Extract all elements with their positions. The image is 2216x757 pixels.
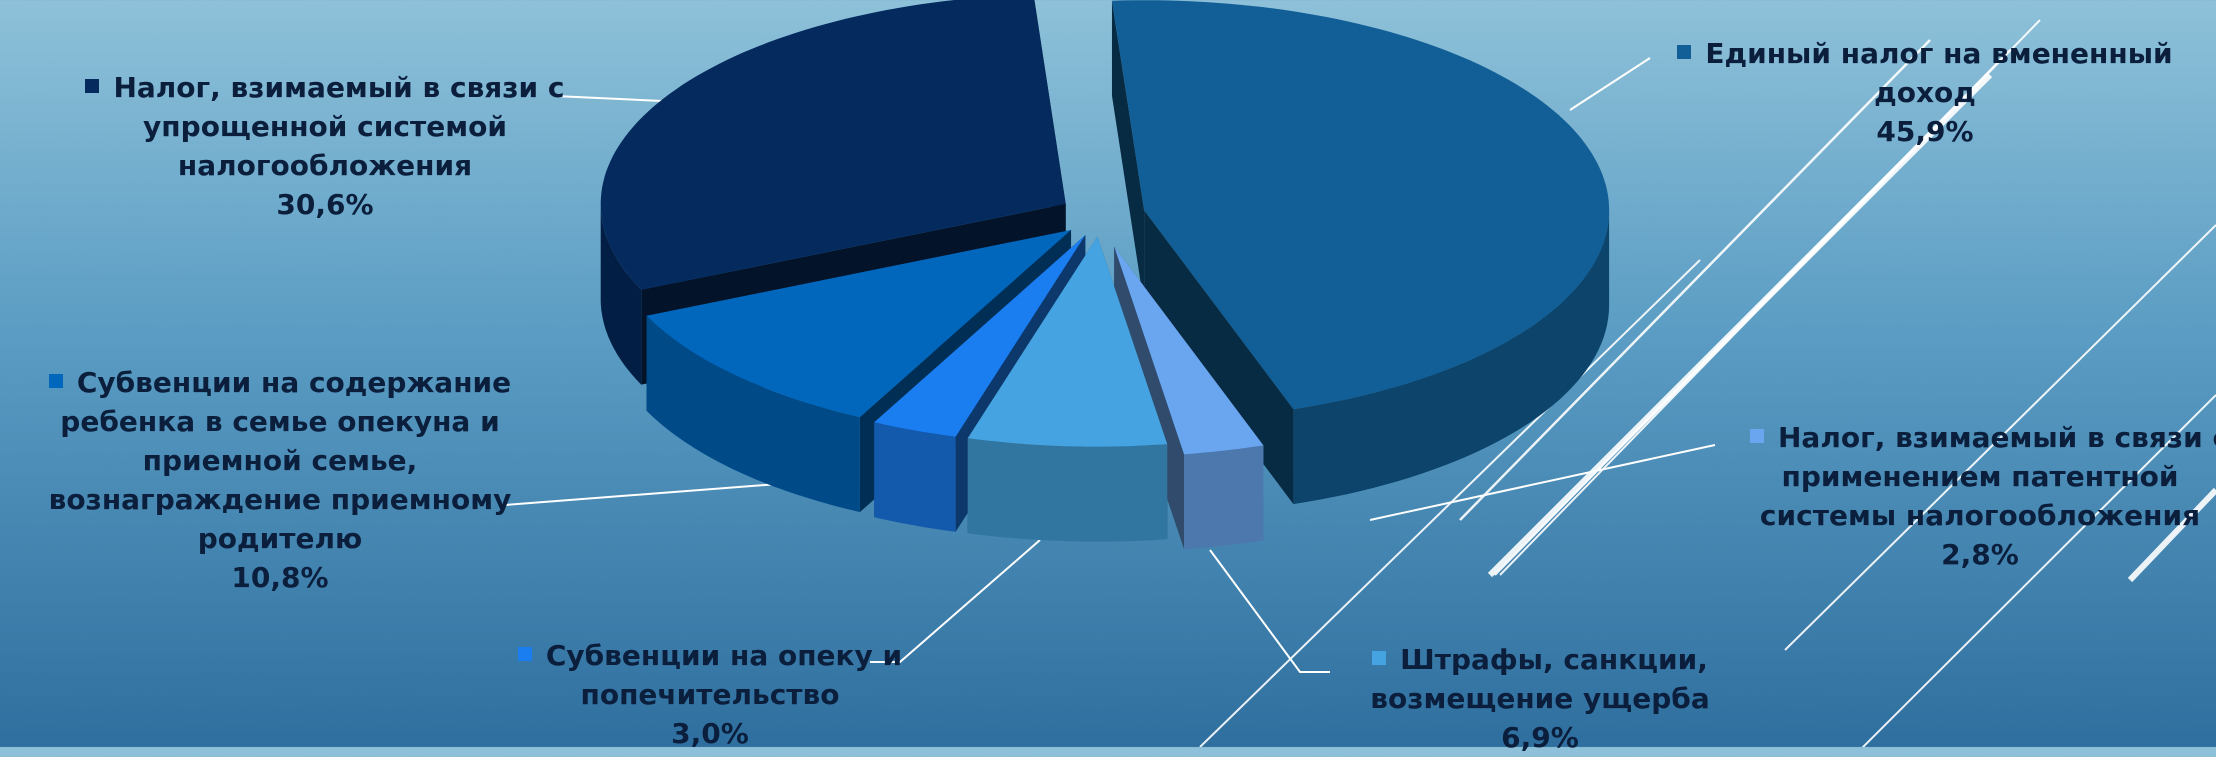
legend-swatch bbox=[48, 374, 63, 388]
slice-label-line: доход bbox=[1665, 73, 2185, 112]
decorative-line bbox=[1459, 39, 1931, 521]
slice-label-line: Единый налог на вмененный bbox=[1665, 34, 2185, 73]
slice-label-text: возмещение ущерба bbox=[1370, 682, 1710, 715]
decorative-line bbox=[2127, 487, 2216, 583]
decorative-line bbox=[1784, 224, 2216, 651]
slice-label-line: применением патентной bbox=[1750, 457, 2210, 496]
slice-label-line: вознаграждение приемному bbox=[10, 480, 550, 519]
slice-value-label: 45,9% bbox=[1876, 115, 1974, 148]
pie-slice bbox=[1111, 0, 1610, 505]
slice-label-text: ребенка в семье опекуна и bbox=[60, 405, 500, 438]
slice-label-text: Налог, взимаемый в связи с bbox=[1778, 421, 2216, 454]
slice-label-text: вознаграждение приемному bbox=[48, 483, 512, 516]
slice-label-line: возмещение ущерба bbox=[1330, 679, 1750, 718]
slice-value-label: 6,9% bbox=[1501, 721, 1579, 754]
slice-label-text: Субвенции на содержание bbox=[76, 366, 512, 399]
slice-label: Единый налог на вмененный доход 45,9% bbox=[1665, 34, 2185, 151]
slice-label-line: Штрафы, санкции, bbox=[1330, 640, 1750, 679]
slice-label-line: родителю bbox=[10, 519, 550, 558]
leader-line bbox=[1209, 549, 1330, 673]
slice-label: Налог, взимаемый в связи с применением па… bbox=[1750, 418, 2216, 574]
leader-line bbox=[1569, 57, 1651, 111]
slice-label-text: родителю bbox=[197, 522, 363, 555]
slice-label: Штрафы, санкции, возмещение ущерба 6,9% bbox=[1330, 640, 1750, 757]
decorative-diagonal-lines bbox=[1199, 19, 2216, 747]
pie-slice bbox=[967, 236, 1168, 542]
pie-slices bbox=[600, 0, 1610, 550]
slice-value-label: 2,8% bbox=[1941, 538, 2019, 571]
legend-swatch bbox=[85, 79, 100, 93]
slice-value-label: 10,8% bbox=[231, 561, 329, 594]
legend-swatch bbox=[1677, 45, 1692, 59]
slice-label: Субвенции на содержание ребенка в семье о… bbox=[10, 363, 550, 597]
slice-label-line: Субвенции на опеку и bbox=[500, 636, 920, 675]
legend-swatch bbox=[1750, 429, 1764, 443]
slice-label-text: доход bbox=[1874, 76, 1976, 109]
slice-label-line: Субвенции на содержание bbox=[10, 363, 550, 402]
slice-label-line: системы налогообложения bbox=[1750, 496, 2210, 535]
decorative-line bbox=[1499, 19, 2041, 576]
slice-label-line: Налог, взимаемый в связи с bbox=[65, 68, 585, 107]
slice-label-text: приемной семье, bbox=[142, 444, 418, 477]
slice-label-text: упрощенной системой bbox=[143, 110, 507, 143]
slice-label-text: Единый налог на вмененный bbox=[1705, 37, 2173, 70]
slice-label-line: попечительство bbox=[500, 675, 920, 714]
slice-value-label: 30,6% bbox=[276, 188, 374, 221]
legend-swatch bbox=[1372, 651, 1387, 665]
slice-label-text: попечительство bbox=[580, 678, 840, 711]
slice-label-text: Штрафы, санкции, bbox=[1400, 643, 1708, 676]
leader-line bbox=[1369, 444, 1716, 521]
slice-label: Субвенции на опеку и попечительство 3,0% bbox=[500, 636, 920, 753]
slice-value-label: 3,0% bbox=[671, 717, 749, 750]
slice-label-line: ребенка в семье опекуна и bbox=[10, 402, 550, 441]
slice-label-line: Налог, взимаемый в связи с bbox=[1750, 418, 2216, 457]
legend-swatch bbox=[517, 647, 532, 661]
slice-label-text: Субвенции на опеку и bbox=[545, 639, 903, 672]
slice-label-line: налогообложения bbox=[65, 146, 585, 185]
slice-label-text: применением патентной bbox=[1781, 460, 2179, 493]
slice-label-line: упрощенной системой bbox=[65, 107, 585, 146]
slice-label-text: системы налогообложения bbox=[1759, 499, 2201, 532]
slice-label-text: Налог, взимаемый в связи с bbox=[113, 71, 565, 104]
slice-label: Налог, взимаемый в связи с упрощенной сис… bbox=[65, 68, 585, 224]
slice-label-line: приемной семье, bbox=[10, 441, 550, 480]
slice-label-text: налогообложения bbox=[177, 149, 473, 182]
decorative-line bbox=[1861, 394, 2216, 747]
leader-line bbox=[870, 539, 1041, 663]
